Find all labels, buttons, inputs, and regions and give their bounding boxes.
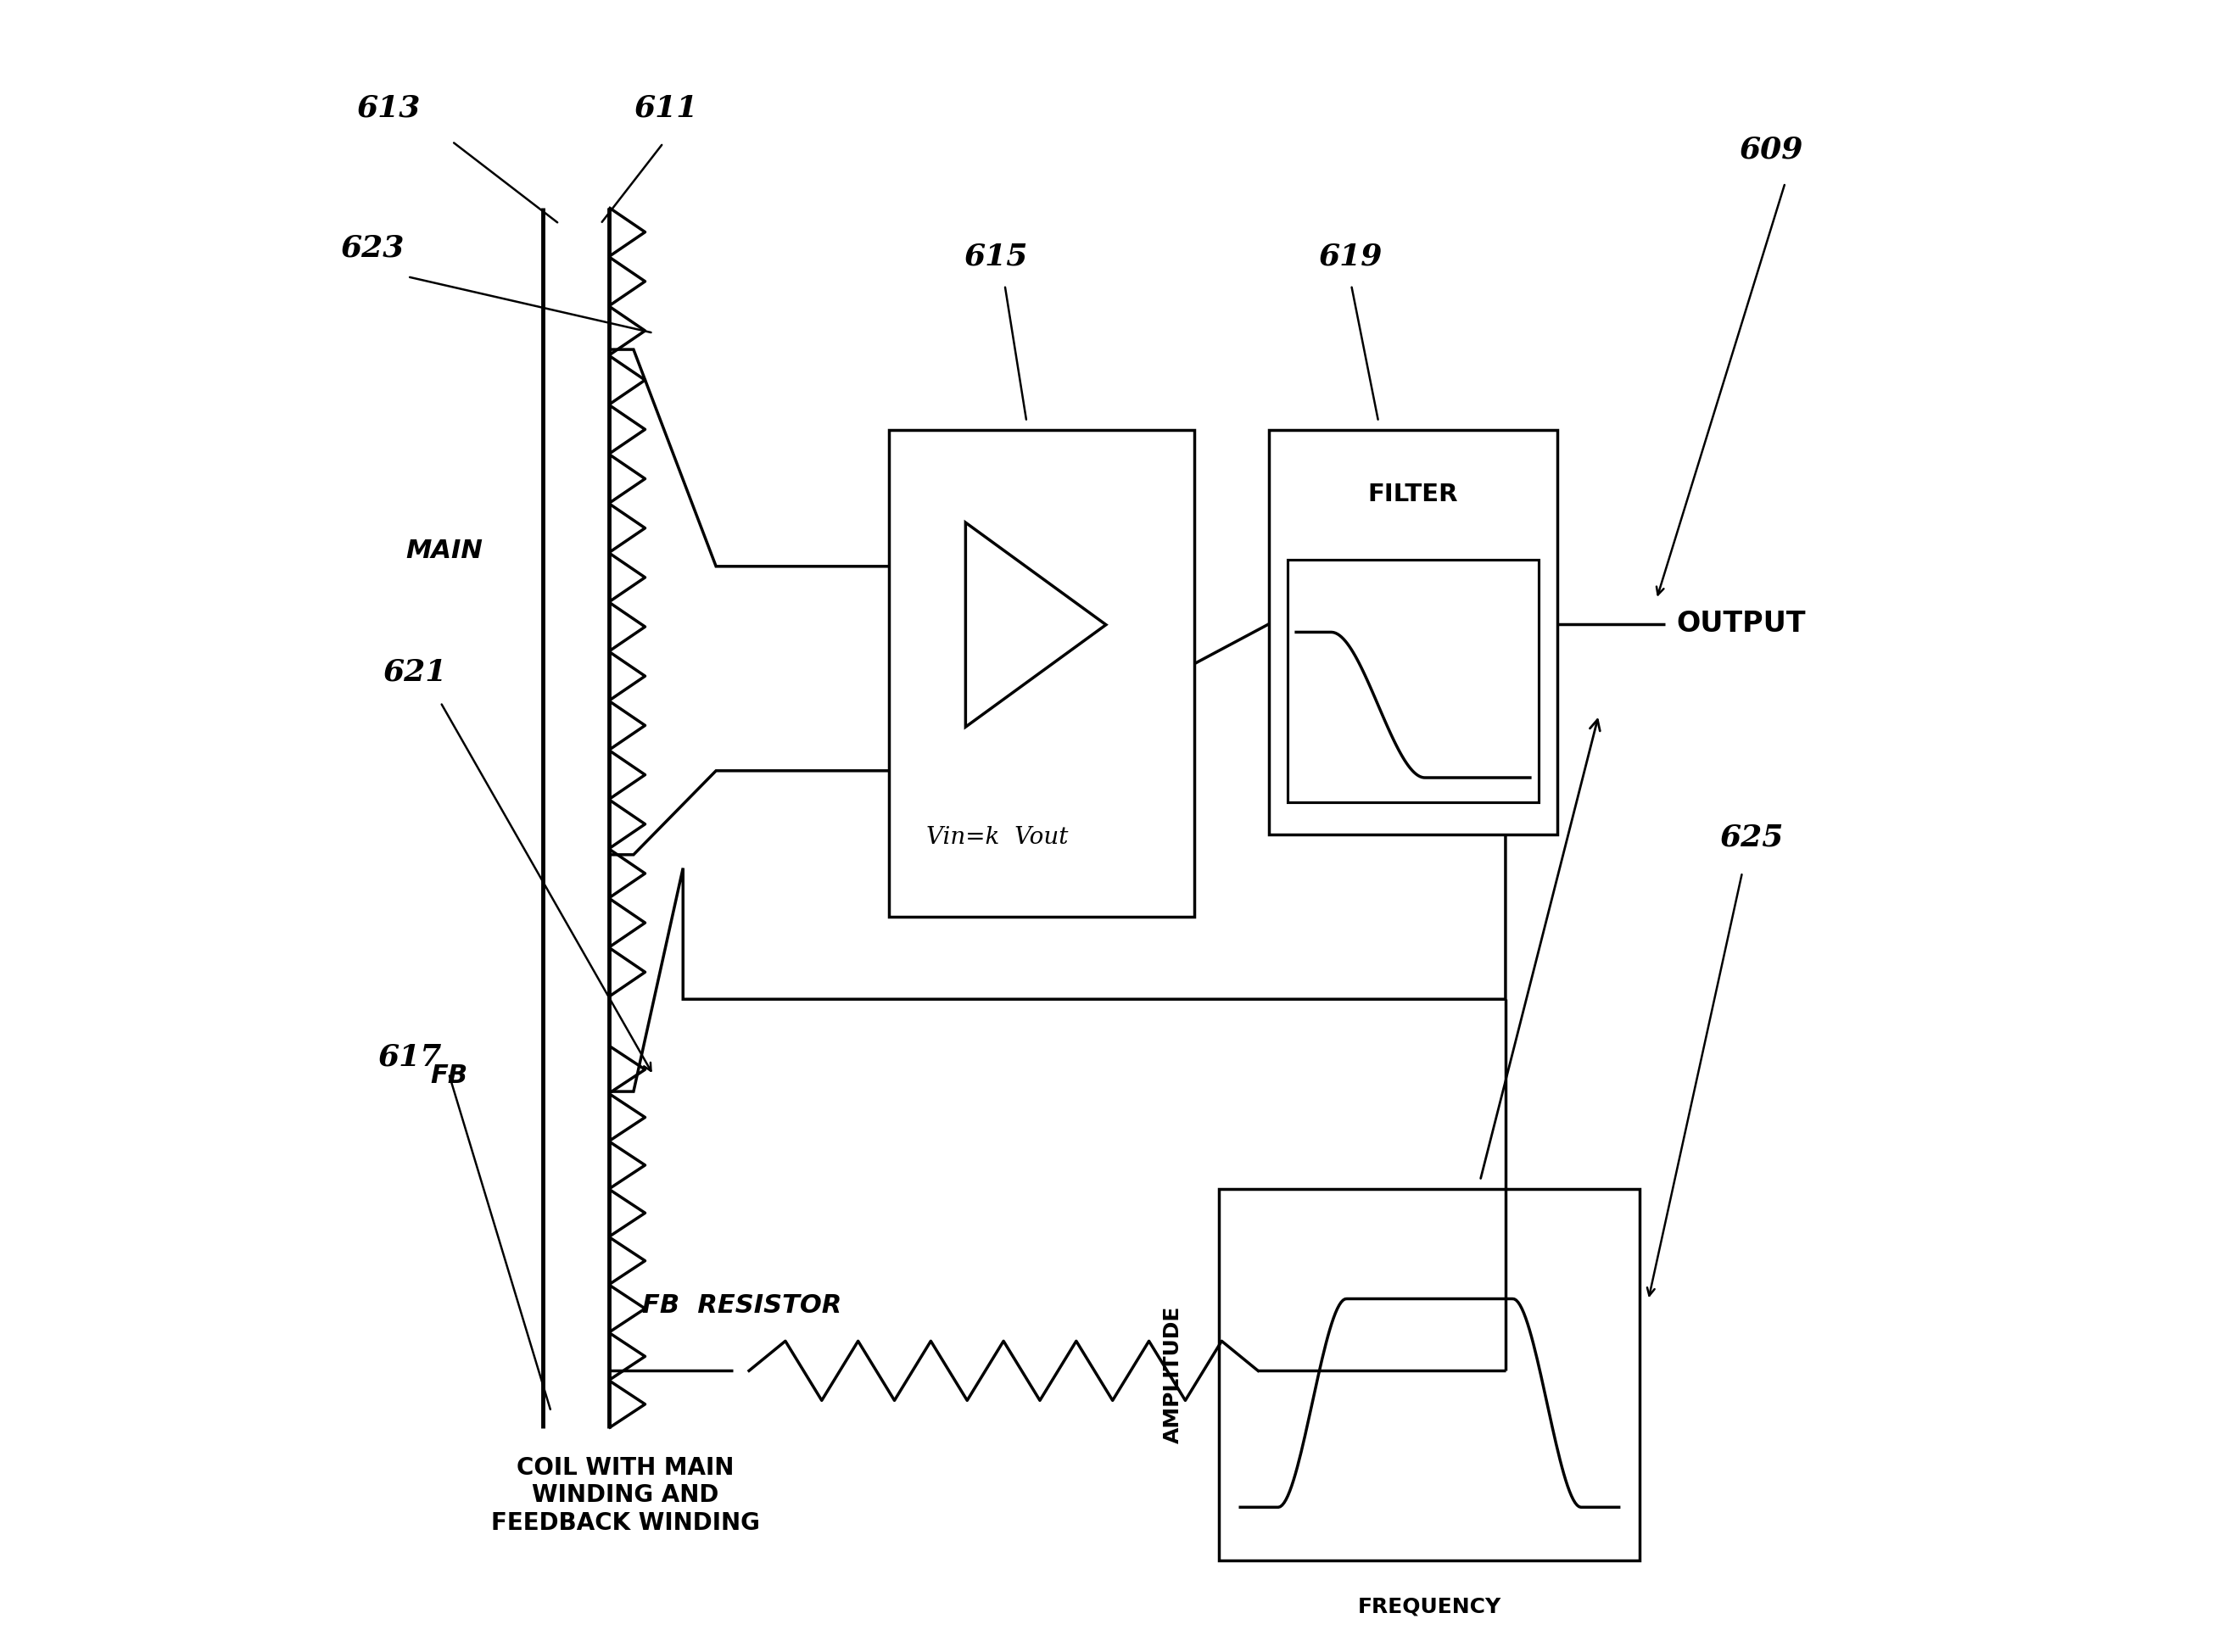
Text: 615: 615 [963, 243, 1027, 271]
Text: AMPLITUDE: AMPLITUDE [1163, 1305, 1183, 1444]
Text: FB  RESISTOR: FB RESISTOR [643, 1294, 841, 1318]
Text: FILTER: FILTER [1368, 482, 1459, 507]
Text: FREQUENCY: FREQUENCY [1359, 1596, 1501, 1616]
Text: 617: 617 [378, 1042, 443, 1070]
Text: FB: FB [431, 1064, 467, 1089]
Text: 619: 619 [1319, 243, 1381, 271]
Bar [1268, 430, 1557, 834]
Bar [1219, 1189, 1639, 1559]
Text: MAIN: MAIN [405, 539, 483, 563]
Text: OUTPUT: OUTPUT [1677, 610, 1806, 638]
Text: 609: 609 [1739, 135, 1804, 164]
Text: Vin=k  Vout: Vin=k Vout [925, 826, 1068, 849]
Text: 621: 621 [383, 657, 447, 687]
Bar [890, 430, 1194, 917]
Text: 613: 613 [356, 94, 420, 122]
Text: 611: 611 [634, 94, 698, 122]
Bar [1288, 560, 1539, 801]
Text: 625: 625 [1719, 823, 1784, 852]
Text: 623: 623 [340, 235, 405, 263]
Text: COIL WITH MAIN
WINDING AND
FEEDBACK WINDING: COIL WITH MAIN WINDING AND FEEDBACK WIND… [492, 1455, 761, 1535]
